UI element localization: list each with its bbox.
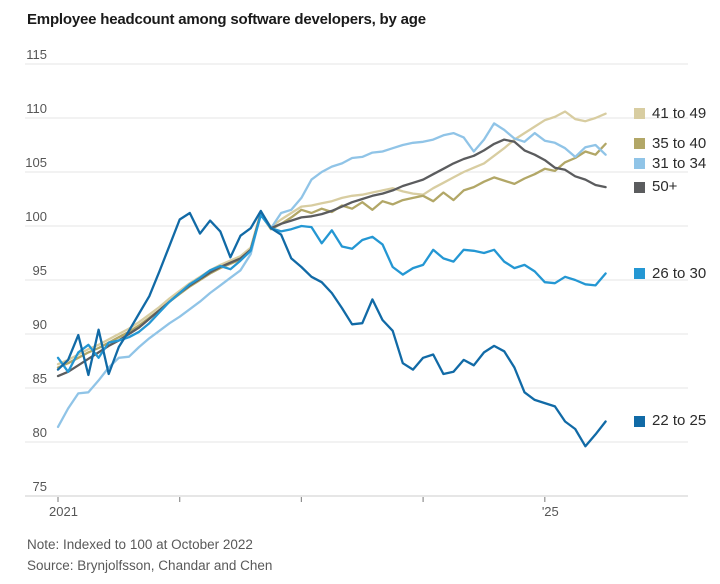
note-text: Note: Indexed to 100 at October 2022 xyxy=(27,537,253,552)
y-axis-tick-label: 95 xyxy=(32,263,47,278)
legend-label: 31 to 34 xyxy=(652,154,707,172)
legend-swatch xyxy=(634,268,645,280)
legend-label: 50+ xyxy=(652,178,678,196)
y-axis-tick-label: 85 xyxy=(32,371,47,386)
legend-label: 41 to 49 xyxy=(652,104,707,122)
legend-item-22-to-25: 22 to 25 xyxy=(634,413,706,429)
y-axis-tick-label: 100 xyxy=(25,209,47,224)
legend-swatch xyxy=(634,158,645,170)
legend-swatch xyxy=(634,181,645,193)
legend-item-35-to-40: 35 to 40 xyxy=(634,134,707,152)
chart-title: Employee headcount among software develo… xyxy=(27,11,426,28)
y-axis-tick-label: 110 xyxy=(26,101,47,116)
legend-item-31-to-34: 31 to 34 xyxy=(634,154,707,172)
y-axis-tick-label: 75 xyxy=(32,479,47,494)
x-axis-tick-label: 2021 xyxy=(49,504,78,519)
series-line-31-to-34 xyxy=(56,122,607,429)
legend-swatch xyxy=(634,415,645,427)
legend-swatch xyxy=(634,138,645,150)
legend-label: 26 to 30 xyxy=(652,264,707,282)
legend-item-41-to-49: 41 to 49 xyxy=(634,104,707,122)
series-line-26-to-30 xyxy=(56,214,607,373)
y-axis-tick-label: 115 xyxy=(26,47,47,62)
legend-item-26-to-30: 26 to 30 xyxy=(634,264,707,282)
source-text: Source: Brynjolfsson, Chandar and Chen xyxy=(27,558,273,573)
y-axis-tick-label: 90 xyxy=(32,317,47,332)
legend-label: 22 to 25 xyxy=(652,412,707,430)
y-axis-tick-label: 105 xyxy=(25,155,47,170)
series-line-50 xyxy=(56,138,607,378)
legend-label: 35 to 40 xyxy=(652,134,707,152)
legend-item-50: 50+ xyxy=(634,179,677,195)
legend-swatch xyxy=(634,108,645,120)
x-axis-tick-label: '25 xyxy=(541,504,559,519)
series-line-22-to-25 xyxy=(56,209,607,448)
y-axis-tick-label: 80 xyxy=(32,425,47,440)
